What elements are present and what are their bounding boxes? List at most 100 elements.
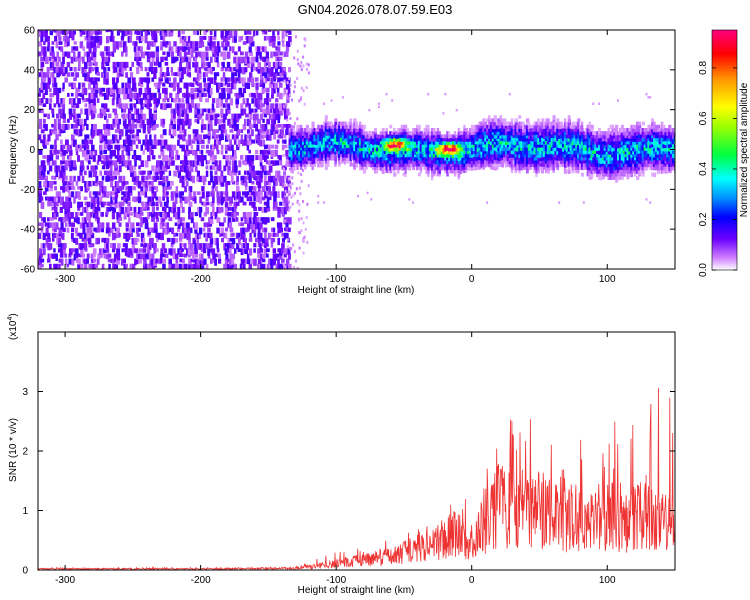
spectrogram-cell	[505, 153, 509, 158]
spectrogram-cell	[173, 206, 177, 214]
spectrogram-cell	[164, 92, 168, 100]
spectrogram-cell	[259, 175, 263, 183]
spectrogram-cell	[64, 36, 68, 43]
spectrogram-cell	[340, 140, 343, 145]
spectrogram-cell	[453, 150, 458, 155]
spectrogram-cell	[73, 26, 76, 30]
spectrogram-cell	[277, 72, 282, 76]
spectrogram-cell	[40, 258, 45, 263]
spectrogram-cell	[79, 129, 83, 137]
spectrogram-cell	[49, 201, 53, 207]
spectrogram-cell	[111, 222, 116, 229]
spectrogram-cell	[177, 217, 181, 225]
spectrogram-cell	[463, 128, 466, 132]
spectrogram-cell	[231, 237, 236, 245]
spectrogram-cell	[118, 87, 121, 94]
spectrogram-cell	[55, 191, 59, 198]
spectrogram-cell	[381, 134, 385, 139]
spectrogram-cell	[88, 181, 92, 187]
spectrogram-cell	[393, 150, 397, 155]
spectrogram-cell	[537, 134, 540, 139]
spectrogram-cell	[227, 41, 230, 47]
spectrogram-cell	[55, 41, 59, 49]
spectrogram-cell	[533, 124, 537, 130]
spectrogram-cell	[69, 201, 73, 209]
spectrogram-cell	[279, 92, 283, 100]
spectrogram-cell	[166, 144, 171, 151]
spectrogram-cell	[250, 124, 255, 128]
spectrogram-cell	[285, 124, 289, 131]
spectrogram-cell	[249, 217, 253, 224]
spectrogram-cell	[364, 153, 368, 158]
spectrogram-cell	[43, 170, 46, 178]
spectrogram-cell	[268, 41, 273, 47]
spectrogram-cell	[64, 67, 68, 74]
spectrogram-cell	[531, 131, 534, 135]
spectrogram-cell	[99, 149, 103, 155]
spectrogram-cell	[84, 67, 87, 74]
spectrogram-cell	[404, 156, 407, 161]
spectrogram-cell	[74, 253, 79, 259]
spectrogram-cell	[207, 134, 211, 140]
spectrogram-cell	[137, 92, 142, 98]
spectrogram-cell	[75, 124, 79, 129]
spectrogram-cell	[201, 118, 204, 125]
spectrogram-cell	[83, 170, 87, 176]
spectrogram-cell	[334, 153, 338, 158]
spectrogram-cell	[287, 41, 291, 47]
spectrogram-cell	[364, 150, 368, 155]
spectrogram-cell	[229, 243, 233, 249]
spectrogram-cell	[527, 131, 531, 136]
spectrogram-cell	[457, 175, 460, 180]
spectrogram-cell	[410, 140, 413, 146]
spectrogram-cell	[77, 87, 81, 93]
spectrogram-cell	[152, 26, 155, 30]
spectrogram-cell	[62, 108, 65, 115]
spectrogram-cell	[160, 56, 164, 63]
spectrogram-cell	[289, 167, 291, 171]
spectrogram-cell	[122, 258, 126, 264]
spectrogram-cell	[111, 51, 115, 57]
spectrogram-cell	[272, 253, 277, 259]
spectrogram-cell	[104, 26, 107, 30]
spectrogram-cell	[225, 186, 228, 192]
spectrogram-cell	[364, 166, 368, 170]
spectrogram-cell	[62, 30, 66, 33]
spectrogram-cell	[91, 124, 95, 131]
spectrogram-cell	[268, 72, 271, 78]
spectrogram-cell	[90, 212, 93, 218]
spectrogram-cell	[240, 51, 244, 56]
spectrogram-cell	[148, 108, 152, 116]
spectrogram-cell	[432, 166, 436, 171]
spectrogram-cell	[140, 160, 144, 167]
spectrogram-cell	[324, 121, 328, 126]
spectrogram-cell	[338, 143, 341, 148]
spectrogram-cell	[543, 137, 547, 142]
spectrogram-cell	[272, 160, 276, 166]
spectrogram-cell	[476, 124, 480, 129]
spectrogram-cell	[233, 56, 237, 64]
spectrogram-cell	[148, 41, 152, 47]
spectrogram-cell	[543, 131, 547, 135]
spectrogram-cell	[302, 134, 306, 139]
spectrogram-cell	[121, 108, 125, 113]
spectrogram-cell	[251, 258, 254, 265]
spectrogram-cell	[398, 153, 403, 158]
spectrogram-cell	[51, 196, 56, 203]
spectrogram-cell	[60, 139, 63, 145]
spectrogram-cell	[338, 131, 342, 135]
spectrogram-cell	[353, 131, 356, 136]
spectrogram-cell	[54, 139, 57, 145]
spectrogram-cell	[60, 103, 64, 108]
spectrogram-cell	[132, 248, 136, 253]
spectrogram-cell	[442, 147, 445, 152]
spectrogram-cell	[202, 248, 207, 254]
spectrogram-cell	[270, 129, 274, 135]
spectrogram-cell	[132, 41, 136, 46]
spectrogram-cell	[73, 217, 77, 222]
spectrogram-cell	[203, 222, 207, 227]
spectrogram-cell	[472, 147, 476, 151]
spectrogram-cell	[162, 36, 166, 42]
spectrogram-cell	[402, 172, 406, 177]
spectrogram-cell	[282, 38, 285, 41]
